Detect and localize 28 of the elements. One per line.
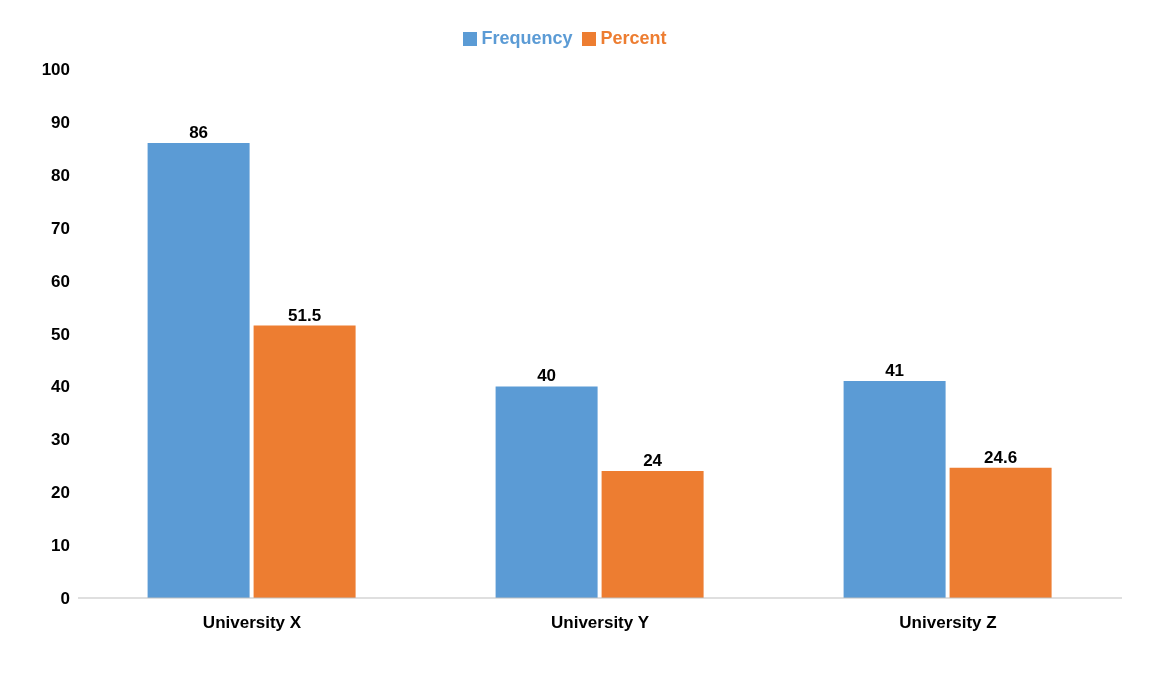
y-tick-label: 40	[51, 377, 70, 397]
y-tick-label: 50	[51, 324, 70, 344]
data-label: 86	[189, 123, 209, 143]
bar	[949, 467, 1052, 598]
bar	[147, 143, 250, 598]
y-tick-label: 90	[51, 112, 70, 132]
bar	[253, 325, 356, 598]
y-tick-label: 0	[60, 589, 70, 609]
legend-label: Frequency	[481, 28, 573, 48]
x-tick-label: University Z	[899, 613, 997, 633]
y-tick-label: 60	[51, 271, 70, 291]
x-tick-label: University X	[202, 613, 302, 633]
bar	[495, 386, 598, 598]
x-tick-label: University Y	[551, 613, 650, 633]
y-tick-label: 100	[41, 60, 70, 80]
y-tick-label: 10	[51, 536, 70, 556]
y-tick-label: 70	[51, 218, 70, 238]
data-label: 40	[537, 366, 557, 386]
bar	[843, 381, 946, 598]
data-label: 51.5	[288, 305, 322, 325]
data-label: 24.6	[984, 447, 1018, 467]
data-label: 41	[885, 361, 905, 381]
bar	[601, 471, 704, 598]
y-tick-label: 30	[51, 430, 70, 450]
legend-label: Percent	[600, 28, 667, 48]
y-tick-label: 80	[51, 165, 70, 185]
y-tick-label: 20	[51, 483, 70, 503]
data-label: 24	[643, 451, 663, 471]
